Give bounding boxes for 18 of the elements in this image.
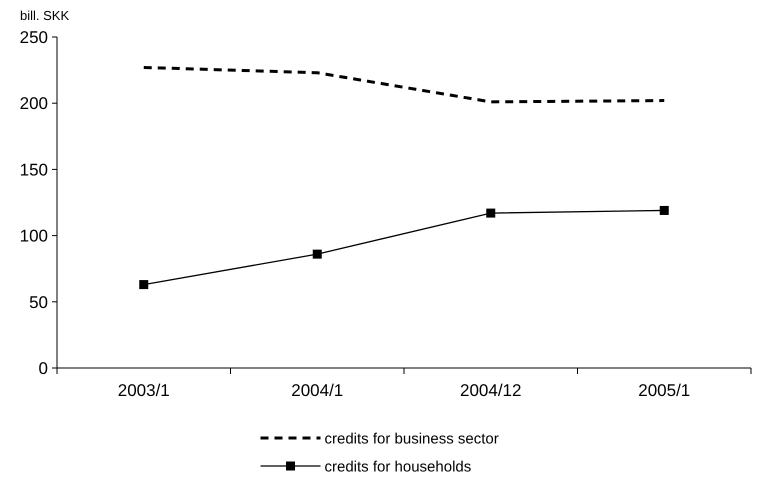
point	[312, 250, 322, 259]
line-series	[142, 66, 666, 104]
x-tick-label: 2003/1	[118, 381, 170, 400]
point	[660, 206, 669, 215]
y-tick-label: 0	[38, 358, 48, 378]
legend-label: credits for households	[324, 458, 472, 476]
y-tick-label: 50	[29, 292, 48, 312]
y-tick-label: 200	[20, 94, 48, 114]
x-tick-label: 2004/1	[291, 381, 344, 400]
y-tick-label: 150	[20, 160, 48, 180]
y-tick-label: 100	[20, 226, 48, 246]
point	[139, 280, 148, 290]
legend-label: credits for business sector	[324, 430, 499, 448]
y-axis-title: bill. SKK	[20, 8, 70, 23]
y-tick-label: 250	[20, 28, 48, 47]
x-tick-label: 2005/1	[638, 381, 690, 400]
point	[486, 208, 496, 218]
x-tick-label: 2004/12	[460, 381, 522, 400]
